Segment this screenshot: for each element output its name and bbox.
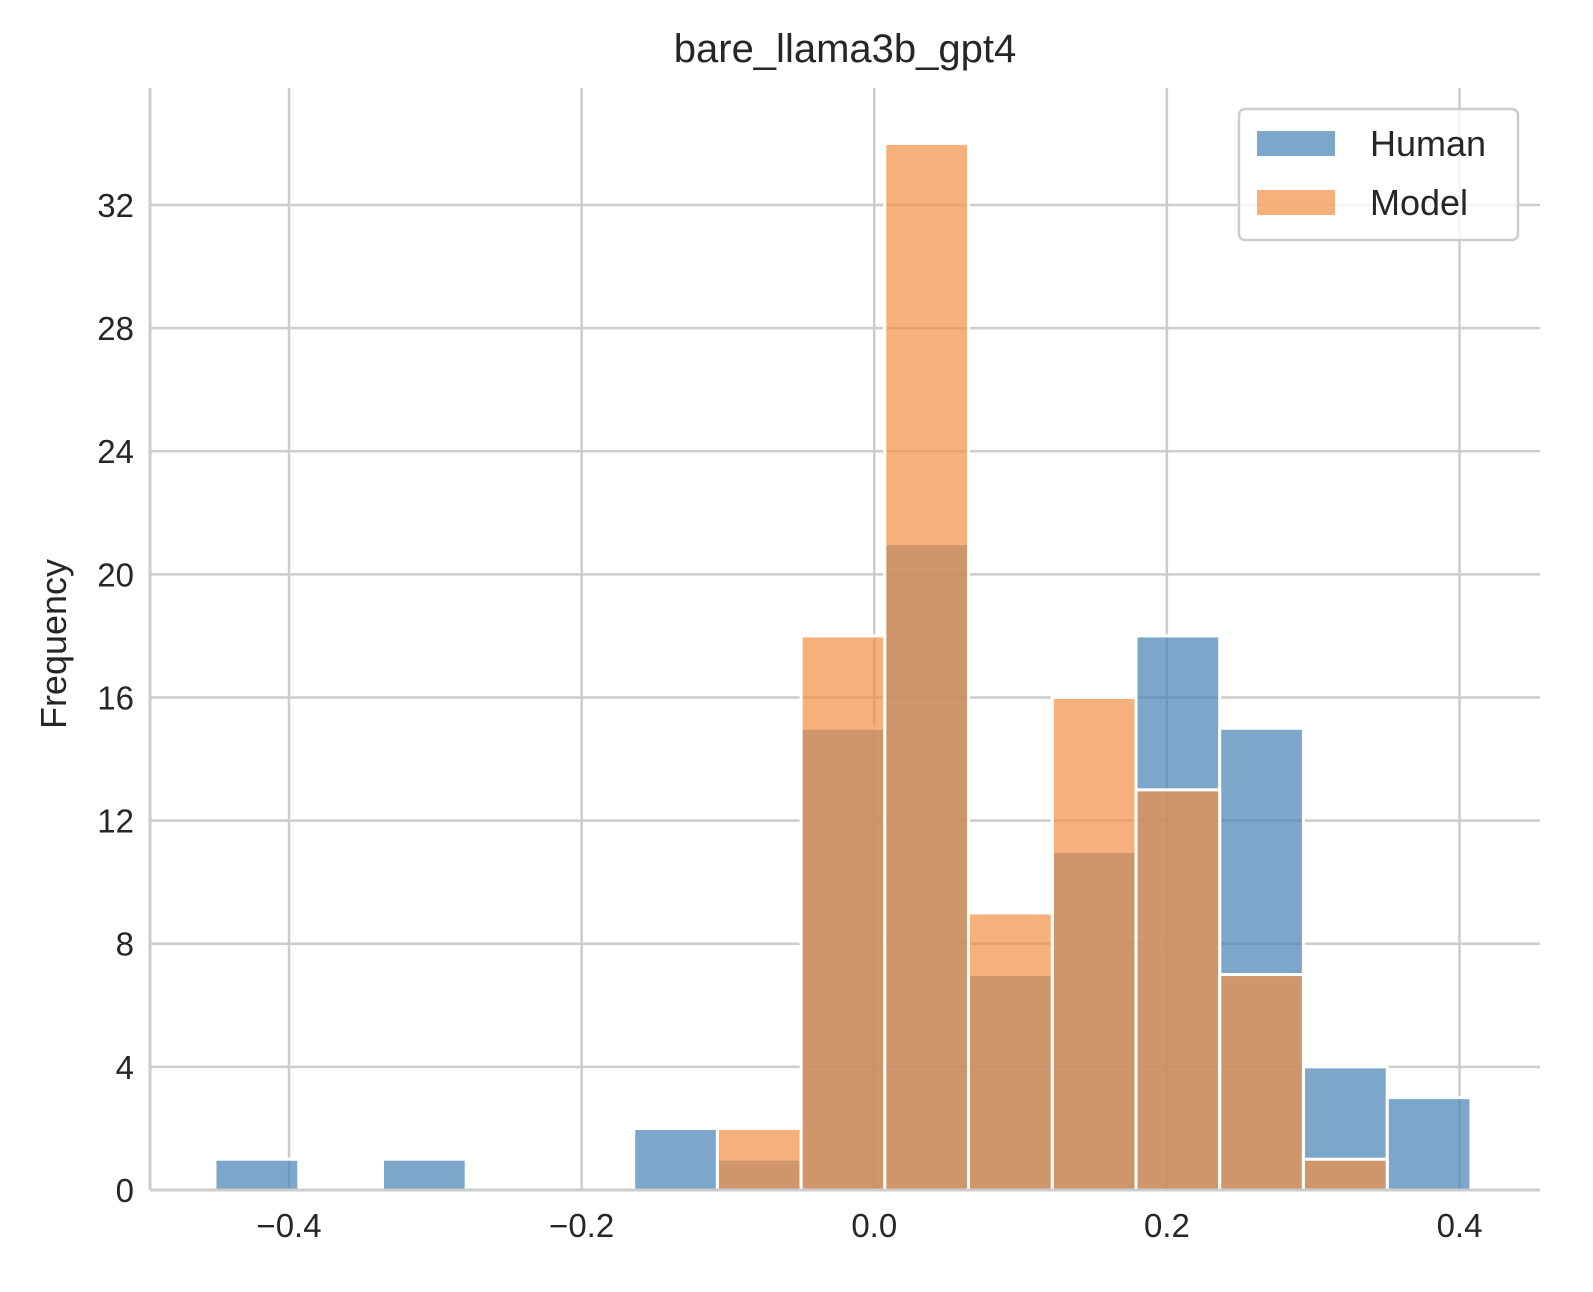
y-tick-label-2: 8 — [116, 926, 134, 963]
legend-swatch-human — [1257, 131, 1335, 156]
x-tick-label-2: 0.0 — [851, 1207, 897, 1244]
bar-model-7 — [799, 634, 887, 1192]
y-tick-label-0: 0 — [116, 1172, 134, 1209]
bar-model-12 — [1218, 973, 1305, 1192]
x-tick-label-4: 0.4 — [1437, 1207, 1483, 1244]
legend: Human Model — [1237, 107, 1520, 242]
legend-label-human: Human — [1370, 123, 1486, 164]
bar-model-8 — [883, 141, 970, 1192]
x-tick-label-1: −0.2 — [549, 1207, 614, 1244]
y-tick-label-8: 32 — [97, 187, 134, 224]
tick-labels: −0.4 −0.2 0.0 0.2 0.4 0 4 8 12 16 20 24 28 32 — [97, 187, 1482, 1244]
x-tick-label-0: −0.4 — [256, 1207, 321, 1244]
bar-human-2 — [380, 1157, 468, 1192]
y-tick-label-6: 24 — [97, 433, 134, 470]
chart-title: bare_llama3b_gpt4 — [674, 27, 1016, 71]
bar-model-11 — [1134, 788, 1222, 1192]
bar-human-0 — [213, 1157, 301, 1192]
bar-model-13 — [1301, 1157, 1389, 1192]
bar-human-14 — [1385, 1096, 1473, 1192]
bar-model-10 — [1050, 695, 1138, 1192]
bar-human-5 — [632, 1126, 719, 1192]
y-tick-label-3: 12 — [97, 803, 134, 840]
legend-swatch-model — [1257, 190, 1335, 215]
y-axis-label: Frequency — [33, 559, 74, 729]
legend-label-model: Model — [1370, 182, 1468, 223]
y-tick-label-4: 16 — [97, 679, 134, 716]
histogram-bars — [213, 141, 1473, 1192]
y-tick-label-5: 20 — [97, 556, 134, 593]
bar-model-9 — [966, 911, 1054, 1192]
axes — [148, 88, 1540, 1192]
y-tick-label-7: 28 — [97, 310, 134, 347]
x-tick-label-3: 0.2 — [1144, 1207, 1190, 1244]
y-tick-label-1: 4 — [116, 1049, 134, 1086]
bar-model-6 — [715, 1126, 803, 1192]
